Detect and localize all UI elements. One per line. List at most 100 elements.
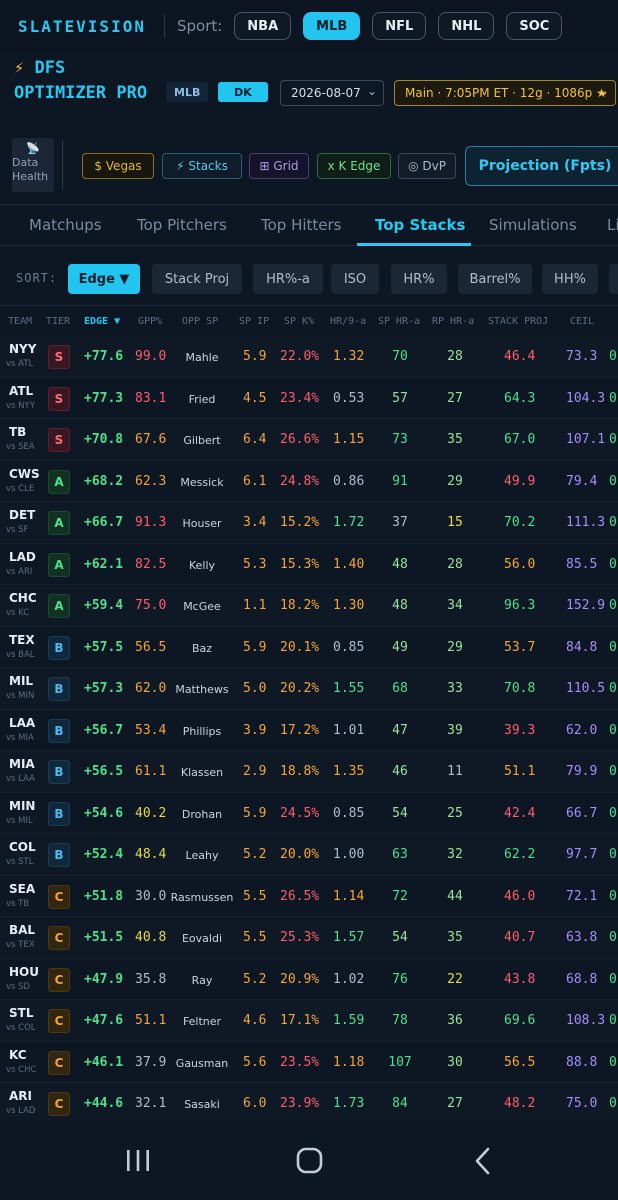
- stacks-button[interactable]: ⚡ Stacks: [162, 153, 242, 179]
- cell-ceil: 84.8: [566, 639, 598, 655]
- sort-barrel-button[interactable]: Barrel%: [458, 264, 532, 294]
- cell-ceil: 88.8: [566, 1054, 598, 1070]
- tab-overflow[interactable]: Li: [607, 216, 618, 234]
- cell-gpp: 32.1: [135, 1096, 167, 1111]
- table-row[interactable]: CWS vs CLE A +68.2 62.3 Messick 6.1 24.8% 0.86 91…: [0, 461, 618, 502]
- col-sp-k[interactable]: SP K%: [284, 316, 315, 327]
- team-abbr: KC: [9, 1047, 27, 1062]
- col-opp-sp[interactable]: OPP SP: [182, 316, 219, 327]
- sort-hr-pct-button[interactable]: HR%: [391, 264, 447, 294]
- table-row[interactable]: CHC vs KC A +59.4 75.0 McGee 1.1 18.2% 1.30 48 34 9…: [0, 585, 618, 627]
- tier-badge: B: [48, 801, 70, 826]
- cell-sp: Ray: [191, 973, 213, 987]
- table-row[interactable]: HOU vs SD C +47.9 35.8 Ray 5.2 20.9% 1.02 76 22 43.…: [0, 959, 618, 1000]
- date-select[interactable]: 2026-08-07 ⌄: [280, 80, 384, 106]
- cell-last: 0: [609, 888, 617, 904]
- cell-proj: 67.0: [504, 432, 536, 447]
- table-row[interactable]: SEA vs TB C +51.8 30.0 Rasmussen 5.5 26.5% 1.14 7…: [0, 876, 618, 917]
- cell-rphr: 33: [447, 681, 463, 696]
- slate-select[interactable]: Main · 7:05PM ET · 12g · 1086p ★ ⌄: [394, 80, 616, 106]
- dvp-button[interactable]: ◎ DvP: [398, 153, 456, 179]
- projection-select[interactable]: Projection (Fpts): [465, 146, 618, 186]
- cell-gpp: 56.5: [135, 639, 167, 655]
- cell-ip: 5.0: [243, 681, 267, 696]
- sort-hr-a-button[interactable]: HR%-a: [253, 264, 323, 294]
- brand-logo[interactable]: SLATEVISION: [18, 16, 146, 36]
- sort-edge-button[interactable]: Edge ▼: [68, 264, 140, 294]
- tab-matchups[interactable]: Matchups: [29, 216, 102, 234]
- col-team[interactable]: TEAM: [8, 316, 33, 327]
- sort-iso-button[interactable]: ISO: [331, 264, 379, 294]
- cell-ceil: 108.3: [566, 1013, 606, 1028]
- col-ceil[interactable]: CEIL: [570, 316, 595, 327]
- tier-badge: C: [48, 884, 70, 909]
- cell-k: 18.2%: [280, 598, 320, 613]
- cell-sphr: 107: [388, 1054, 412, 1070]
- cell-k: 22.0%: [280, 349, 320, 364]
- cell-ceil: 104.3: [566, 390, 606, 406]
- tab-simulations[interactable]: Simulations: [489, 216, 577, 234]
- table-row[interactable]: LAD vs ARI A +62.1 82.5 Kelly 5.3 15.3% 1.40 48 28…: [0, 544, 618, 585]
- sport-pill-soc[interactable]: SOC: [506, 12, 563, 40]
- grid-button[interactable]: ⊞ Grid: [249, 153, 309, 179]
- col-stack-proj[interactable]: STACK PROJ: [488, 316, 549, 327]
- cell-ip: 4.5: [243, 390, 267, 406]
- col-sp-ip[interactable]: SP IP: [239, 316, 270, 327]
- recents-icon[interactable]: [124, 1146, 152, 1176]
- vegas-button[interactable]: $ Vegas: [82, 153, 154, 179]
- table-row[interactable]: STL vs COL C +47.6 51.1 Feltner 4.6 17.1% 1.59 78…: [0, 1000, 618, 1042]
- col-gpp[interactable]: GPP%: [138, 316, 163, 327]
- sport-pill-nfl[interactable]: NFL: [372, 12, 427, 40]
- sort-stack-proj-button[interactable]: Stack Proj: [152, 264, 242, 294]
- table-row[interactable]: TB vs SEA S +70.8 67.6 Gilbert 6.4 26.6% 1.15 73 3…: [0, 419, 618, 461]
- league-tag[interactable]: MLB: [166, 82, 209, 102]
- table-row[interactable]: MIA vs LAA B +56.5 61.1 Klassen 2.9 18.8% 1.35 46…: [0, 751, 618, 793]
- home-icon[interactable]: [295, 1146, 325, 1176]
- cell-rphr: 34: [447, 598, 463, 613]
- table-row[interactable]: NYY vs ATL S +77.6 99.0 Mahle 5.9 22.0% 1.32 70 28…: [0, 336, 618, 378]
- cell-sphr: 70: [392, 349, 408, 364]
- sort-hh-button[interactable]: HH%: [542, 264, 598, 294]
- data-health-button[interactable]: 📡 Data Health: [12, 138, 54, 192]
- table-row[interactable]: MIN vs MIL B +54.6 40.2 Drohan 5.9 24.5% 0.85 54 2…: [0, 793, 618, 834]
- cell-last: 0: [609, 681, 617, 696]
- cell-k: 18.8%: [280, 764, 320, 779]
- sort-overflow-button[interactable]: [609, 264, 618, 294]
- sport-pill-nhl[interactable]: NHL: [438, 12, 495, 40]
- site-tag[interactable]: DK: [218, 82, 268, 102]
- team-abbr: MIN: [9, 798, 36, 813]
- sort-bar: SORT: Edge ▼ Stack Proj HR%-a ISO HR% Ba…: [0, 250, 618, 306]
- tab-top-stacks[interactable]: Top Stacks: [375, 216, 466, 234]
- cell-sphr: 84: [392, 1096, 408, 1111]
- sport-pill-nba[interactable]: NBA: [234, 12, 292, 40]
- col-rp-hr-a[interactable]: RP HR-a: [432, 316, 475, 327]
- cell-proj: 46.4: [504, 349, 536, 364]
- table-row[interactable]: COL vs STL B +52.4 48.4 Leahy 5.2 20.0% 1.00 63 32…: [0, 834, 618, 876]
- table-row[interactable]: DET vs SF A +66.7 91.3 Houser 3.4 15.2% 1.72 37 15…: [0, 502, 618, 544]
- cell-rphr: 22: [447, 971, 463, 987]
- sport-pill-mlb[interactable]: MLB: [303, 12, 361, 40]
- table-row[interactable]: TEX vs BAL B +57.5 56.5 Baz 5.9 20.1% 0.85 49 29 53…: [0, 627, 618, 668]
- table-row[interactable]: ATL vs NYY S +77.3 83.1 Fried 4.5 23.4% 0.53 57 27…: [0, 378, 618, 419]
- tab-top-pitchers[interactable]: Top Pitchers: [137, 216, 227, 234]
- table-row[interactable]: BAL vs TEX C +51.5 40.8 Eovaldi 5.5 25.3% 1.57 54…: [0, 917, 618, 959]
- col-edge[interactable]: EDGE ▼: [84, 316, 121, 327]
- cell-hr9: 0.85: [333, 639, 365, 655]
- col-hr9[interactable]: HR/9-a: [330, 316, 367, 327]
- table-row[interactable]: LAA vs MIA B +56.7 53.4 Phillips 3.9 17.2% 1.01 4…: [0, 710, 618, 751]
- cell-hr9: 1.72: [333, 515, 365, 530]
- back-icon[interactable]: [470, 1146, 496, 1176]
- cell-proj: 62.2: [504, 847, 536, 862]
- tab-top-hitters[interactable]: Top Hitters: [261, 216, 342, 234]
- team-abbr: DET: [9, 508, 36, 522]
- cell-sphr: 78: [392, 1013, 408, 1028]
- col-tier[interactable]: TIER: [46, 316, 71, 327]
- cell-edge: +52.4: [84, 847, 124, 862]
- table-row[interactable]: MIL vs MIN B +57.3 62.0 Matthews 5.0 20.2% 1.55 6…: [0, 668, 618, 710]
- table-row[interactable]: KC vs CHC C +46.1 37.9 Gausman 5.6 23.5% 1.18 107…: [0, 1042, 618, 1083]
- k-edge-button[interactable]: x K Edge: [317, 153, 391, 179]
- cell-ceil: 68.8: [566, 971, 598, 987]
- cell-proj: 53.7: [504, 639, 536, 655]
- table-row[interactable]: ARI vs LAD C +44.6 32.1 Sasaki 6.0 23.9% 1.73 84 2…: [0, 1083, 618, 1125]
- col-sp-hr-a[interactable]: SP HR-a: [378, 316, 421, 327]
